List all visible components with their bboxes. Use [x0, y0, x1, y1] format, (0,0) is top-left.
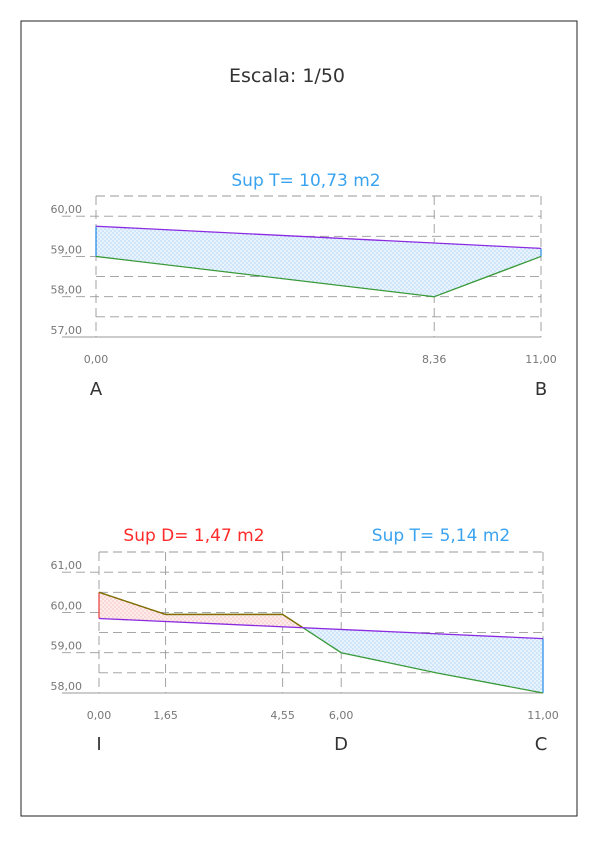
section-mid-letter: D	[334, 734, 348, 755]
section-start-letter: I	[96, 734, 101, 755]
section-start-letter: A	[90, 379, 103, 400]
y-axis-ticks: 61,00 60,00 59,00 58,00	[51, 559, 83, 693]
y-tick-label: 60,00	[51, 599, 83, 612]
cut-area-region	[99, 592, 303, 628]
x-axis-ticks: 0,00 1,65 4,55 6,00 11,00	[87, 709, 559, 722]
x-axis-ticks: 0,00 8,36 11,00	[84, 353, 557, 366]
x-tick-label: 0,00	[87, 709, 112, 722]
cross-section-a-b: Sup T= 10,73 m2 60,00 59,00 58,00 57,00 0,0…	[51, 171, 557, 400]
cross-section-i-c: Sup D= 1,47 m2 Sup T= 5,14 m2 61,00 60,00…	[51, 526, 559, 755]
x-tick-label: 11,00	[525, 353, 557, 366]
y-tick-label: 59,00	[51, 640, 83, 653]
fill-area-label: Sup T= 10,73 m2	[231, 171, 380, 191]
y-axis-ticks: 60,00 59,00 58,00 57,00	[51, 203, 83, 337]
fill-area-region	[96, 226, 541, 297]
x-tick-label: 0,00	[84, 353, 109, 366]
x-tick-label: 4,55	[270, 709, 295, 722]
x-tick-label: 1,65	[153, 709, 178, 722]
section-end-letter: B	[535, 379, 547, 400]
section-lines	[95, 225, 542, 298]
y-tick-label: 59,00	[51, 243, 83, 256]
y-tick-label: 58,00	[51, 680, 83, 693]
design-grade-line	[98, 617, 544, 640]
section-areas	[99, 592, 543, 693]
scale-label: Escala: 1/50	[229, 65, 345, 87]
cut-area-label: Sup D= 1,47 m2	[123, 526, 264, 546]
section-end-letter: C	[535, 734, 548, 755]
terrain-line	[95, 255, 542, 298]
sheet-frame	[20, 20, 578, 817]
y-tick-label: 57,00	[51, 324, 83, 337]
x-tick-label: 8,36	[422, 353, 447, 366]
x-tick-label: 11,00	[527, 709, 559, 722]
section-lines	[98, 591, 544, 694]
fill-area-label: Sup T= 5,14 m2	[372, 526, 510, 546]
y-tick-label: 61,00	[51, 559, 83, 572]
cut-terrain-line	[98, 591, 304, 629]
section-areas	[96, 226, 541, 297]
fill-area-region	[304, 627, 543, 693]
design-grade-line	[95, 225, 542, 250]
x-tick-label: 6,00	[329, 709, 354, 722]
y-tick-label: 58,00	[51, 284, 83, 297]
y-tick-label: 60,00	[51, 203, 83, 216]
